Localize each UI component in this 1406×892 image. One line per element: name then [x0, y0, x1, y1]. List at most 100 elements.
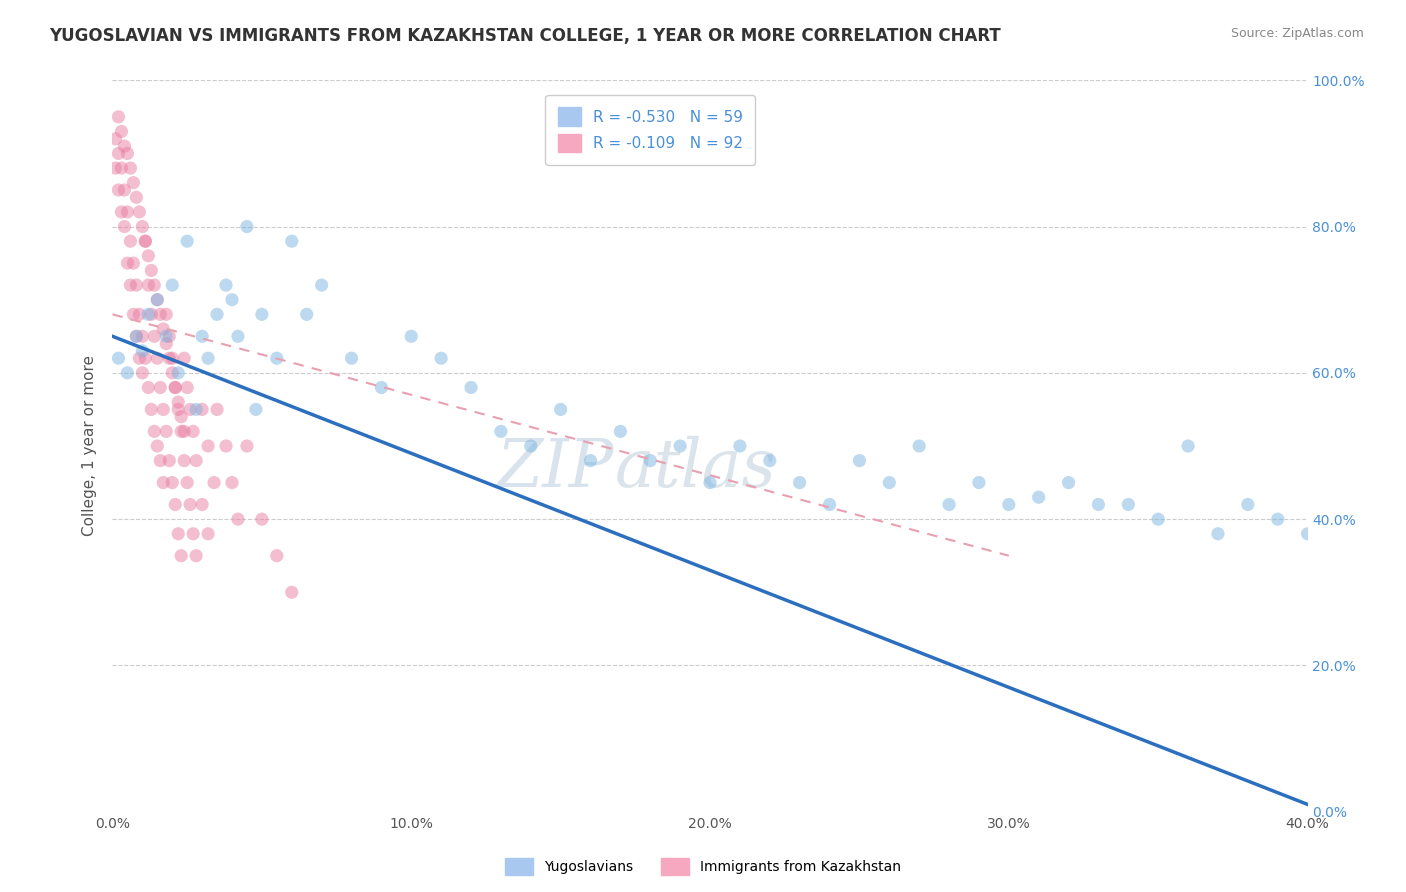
- Point: [141, 402, 163, 417]
- Point: [197, 526, 219, 541]
- Point: [191, 402, 214, 417]
- Point: [152, 322, 174, 336]
- Point: [401, 329, 423, 343]
- Point: [141, 307, 163, 321]
- Point: [104, 132, 127, 146]
- Point: [215, 278, 238, 293]
- Point: [134, 351, 156, 366]
- Point: [170, 409, 193, 424]
- Point: [155, 336, 177, 351]
- Point: [938, 498, 960, 512]
- Point: [146, 351, 169, 366]
- Point: [138, 307, 160, 321]
- Point: [155, 425, 177, 439]
- Point: [131, 219, 153, 234]
- Point: [120, 278, 142, 293]
- Point: [818, 498, 841, 512]
- Point: [789, 475, 811, 490]
- Point: [125, 278, 148, 293]
- Point: [1147, 512, 1170, 526]
- Point: [117, 256, 139, 270]
- Point: [1206, 526, 1229, 541]
- Point: [460, 380, 482, 394]
- Point: [202, 475, 225, 490]
- Point: [181, 526, 204, 541]
- Point: [107, 146, 129, 161]
- Point: [205, 307, 228, 321]
- Point: [125, 329, 148, 343]
- Point: [266, 549, 288, 563]
- Point: [146, 293, 169, 307]
- Point: [157, 453, 180, 467]
- Point: [281, 585, 304, 599]
- Point: [186, 402, 208, 417]
- Point: [550, 402, 572, 417]
- Point: [107, 351, 129, 366]
- Point: [162, 475, 183, 490]
- Point: [221, 293, 243, 307]
- Point: [181, 425, 204, 439]
- Point: [117, 146, 139, 161]
- Point: [165, 498, 187, 512]
- Legend: Yugoslavians, Immigrants from Kazakhstan: Yugoslavians, Immigrants from Kazakhstan: [499, 853, 907, 880]
- Point: [122, 307, 145, 321]
- Point: [176, 234, 198, 248]
- Point: [143, 278, 166, 293]
- Point: [1177, 439, 1199, 453]
- Point: [152, 475, 174, 490]
- Point: [179, 498, 201, 512]
- Point: [1237, 498, 1260, 512]
- Point: [1028, 490, 1050, 504]
- Point: [226, 329, 249, 343]
- Text: ZIP: ZIP: [496, 435, 614, 500]
- Point: [162, 351, 183, 366]
- Point: [173, 425, 195, 439]
- Point: [117, 366, 139, 380]
- Point: [120, 234, 142, 248]
- Point: [669, 439, 692, 453]
- Point: [149, 380, 172, 394]
- Point: [157, 329, 180, 343]
- Point: [114, 183, 135, 197]
- Point: [104, 161, 127, 175]
- Point: [170, 549, 193, 563]
- Point: [173, 453, 195, 467]
- Point: [162, 278, 183, 293]
- Point: [165, 380, 187, 394]
- Y-axis label: College, 1 year or more: College, 1 year or more: [82, 356, 97, 536]
- Point: [186, 549, 208, 563]
- Point: [1296, 526, 1319, 541]
- Point: [579, 453, 602, 467]
- Point: [167, 402, 190, 417]
- Text: Source: ZipAtlas.com: Source: ZipAtlas.com: [1230, 27, 1364, 40]
- Point: [640, 453, 662, 467]
- Point: [122, 176, 145, 190]
- Point: [125, 329, 148, 343]
- Point: [149, 453, 172, 467]
- Point: [107, 183, 129, 197]
- Point: [155, 307, 177, 321]
- Point: [1118, 498, 1140, 512]
- Point: [110, 205, 132, 219]
- Point: [117, 205, 139, 219]
- Point: [157, 351, 180, 366]
- Point: [125, 190, 148, 204]
- Point: [430, 351, 453, 366]
- Point: [138, 380, 160, 394]
- Point: [146, 293, 169, 307]
- Point: [107, 110, 129, 124]
- Point: [226, 512, 249, 526]
- Point: [138, 278, 160, 293]
- Point: [138, 249, 160, 263]
- Point: [191, 498, 214, 512]
- Point: [167, 526, 190, 541]
- Point: [1057, 475, 1080, 490]
- Point: [191, 329, 214, 343]
- Point: [215, 439, 238, 453]
- Point: [179, 402, 201, 417]
- Point: [170, 425, 193, 439]
- Point: [759, 453, 782, 467]
- Point: [728, 439, 751, 453]
- Point: [152, 402, 174, 417]
- Point: [114, 219, 135, 234]
